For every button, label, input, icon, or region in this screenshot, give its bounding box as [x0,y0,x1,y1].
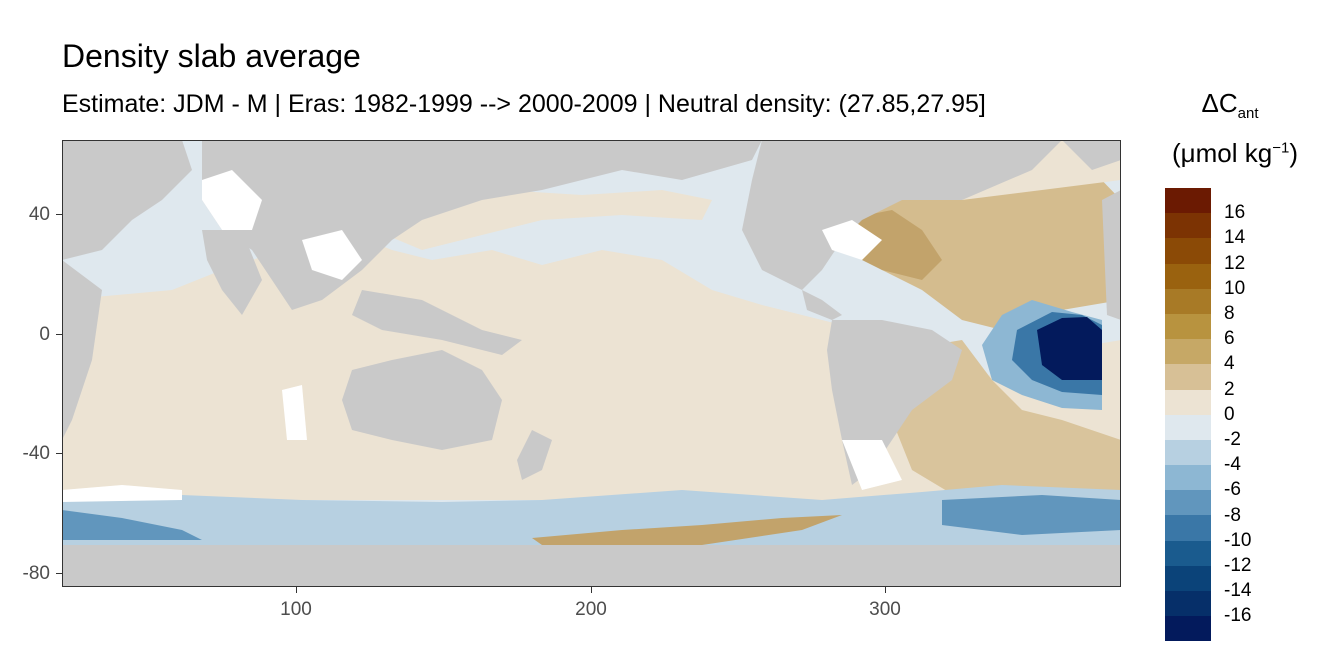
legend-title: ΔCant [1160,90,1300,121]
legend-swatch [1165,465,1211,491]
legend-swatch [1165,540,1211,566]
legend-swatch [1165,591,1211,617]
legend-swatch [1165,515,1211,541]
panel-border [62,140,1121,587]
y-tick-mark [56,214,62,215]
legend-break-label: -12 [1224,555,1252,576]
legend-break-label: 10 [1224,277,1246,299]
legend-break-label: 12 [1224,252,1246,274]
legend-title-symbol: ΔC [1201,88,1238,118]
legend-break-label: -6 [1224,479,1241,501]
legend-unit-superscript: −1 [1272,139,1290,157]
x-tick-mark [296,587,297,593]
legend-break-label: 6 [1224,328,1235,350]
legend-swatch [1165,313,1211,340]
x-tick-label: 200 [575,599,607,620]
legend-swatch [1165,188,1211,214]
legend-break-label: 14 [1224,227,1246,249]
legend-colorbar [1165,188,1211,642]
plot-title: Density slab average [62,38,361,74]
legend-swatch [1165,439,1211,466]
legend-swatch [1165,389,1211,415]
y-tick-mark [56,573,62,574]
y-tick-label: 0 [39,324,50,345]
x-tick-mark [885,587,886,593]
legend-unit-suffix: ) [1289,138,1298,168]
x-tick-mark [591,587,592,593]
x-tick-label: 100 [280,599,312,620]
legend-break-label: -16 [1224,605,1252,627]
y-tick-mark [56,453,62,454]
legend-break-label: 8 [1224,303,1235,324]
legend-break-label: 4 [1224,353,1235,375]
southern-ocean-blue-band [62,485,1121,545]
legend-break-label: -4 [1224,454,1241,476]
legend-break-label: 16 [1224,202,1246,224]
legend-unit-prefix: (μmol kg [1172,138,1273,168]
legend-swatch [1165,263,1211,289]
weddell-blue-dark [942,495,1121,535]
y-tick-label: 40 [28,204,50,225]
legend-swatch [1165,490,1211,516]
legend-swatch [1165,288,1211,314]
legend-swatch [1165,213,1211,239]
legend-title-subscript: ant [1237,105,1259,123]
legend-break-label: -10 [1224,529,1252,551]
legend-swatch [1165,364,1211,390]
legend-break-label: 0 [1224,403,1235,425]
legend-break-label: -8 [1224,504,1241,526]
legend-swatch [1165,414,1211,440]
legend-break-label: -2 [1224,429,1241,450]
atlantic-blue-anomaly-core [1037,317,1102,380]
y-tick-mark [56,334,62,335]
legend-break-label: -14 [1224,580,1252,602]
legend-swatch [1165,238,1211,264]
y-tick-label: -80 [22,563,50,584]
legend-unit: (μmol kg−1) [1155,140,1315,166]
southern-ocean-blue-dark [62,510,202,540]
legend-swatch [1165,565,1211,591]
north-atlantic-tan [842,160,1121,330]
north-atlantic-tan-dark [842,210,942,280]
map-panel [62,140,1121,587]
x-tick-label: 300 [869,599,901,620]
legend-break-label: 2 [1224,378,1235,400]
legend-swatch [1165,339,1211,365]
plot-subtitle: Estimate: JDM - M | Eras: 1982-1999 --> … [62,90,986,118]
legend-swatch [1165,616,1211,642]
y-tick-label: -40 [22,443,50,464]
no-data-areas [62,170,902,502]
